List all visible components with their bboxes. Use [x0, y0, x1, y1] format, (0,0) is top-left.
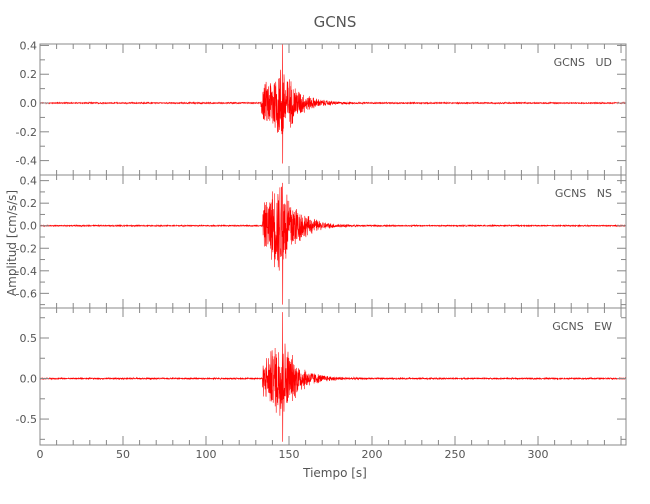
waveform-line — [39, 312, 627, 442]
y-tick-label: 0.0 — [20, 220, 38, 233]
x-tick-label: 200 — [362, 448, 383, 461]
y-tick-label: -0.6 — [16, 287, 37, 300]
panel-frame — [39, 307, 627, 446]
y-tick-label: 0.4 — [20, 175, 38, 188]
y-tick-label: -0.2 — [16, 126, 37, 139]
x-tick-label: 100 — [196, 448, 217, 461]
y-tick-label: 0.0 — [20, 97, 38, 110]
waveform-line — [39, 43, 627, 164]
panel-1: 0.4 0.2 0.0 -0.2 -0.4 GCNS UD — [16, 39, 627, 176]
panel-label: GCNS NS — [555, 187, 612, 200]
x-tick-label: 150 — [279, 448, 300, 461]
y-tick-label: -0.4 — [16, 155, 37, 168]
panel-frame — [39, 43, 627, 176]
y-tick-label: -0.2 — [16, 242, 37, 255]
panel-frame — [39, 174, 627, 309]
y-tick-label: 0.0 — [20, 373, 38, 386]
panel-label: GCNS EW — [552, 320, 612, 333]
y-tick-label: 0.5 — [20, 332, 38, 345]
x-axis-label: Tiempo [s] — [302, 466, 367, 480]
chart-title: GCNS — [314, 13, 357, 31]
panel-2: 0.4 0.2 0.0 -0.2 -0.4 -0.6 GCNS NS — [16, 174, 627, 309]
x-tick-label: 0 — [37, 448, 44, 461]
panel-3: 0.5 0.0 -0.5 GCNS EW — [16, 307, 627, 446]
waveform-line — [39, 182, 627, 305]
y-tick-label: 0.4 — [20, 39, 38, 52]
x-tick-label: 300 — [528, 448, 549, 461]
x-tick-label: 250 — [445, 448, 466, 461]
panel-label: GCNS UD — [554, 56, 612, 69]
y-tick-label: -0.4 — [16, 265, 37, 278]
x-tick-label: 50 — [116, 448, 130, 461]
y-tick-label: 0.2 — [20, 197, 38, 210]
y-axis-label: Amplitud [cm/s/s] — [5, 190, 19, 296]
y-tick-label: 0.2 — [20, 68, 38, 81]
y-tick-label: -0.5 — [16, 413, 37, 426]
